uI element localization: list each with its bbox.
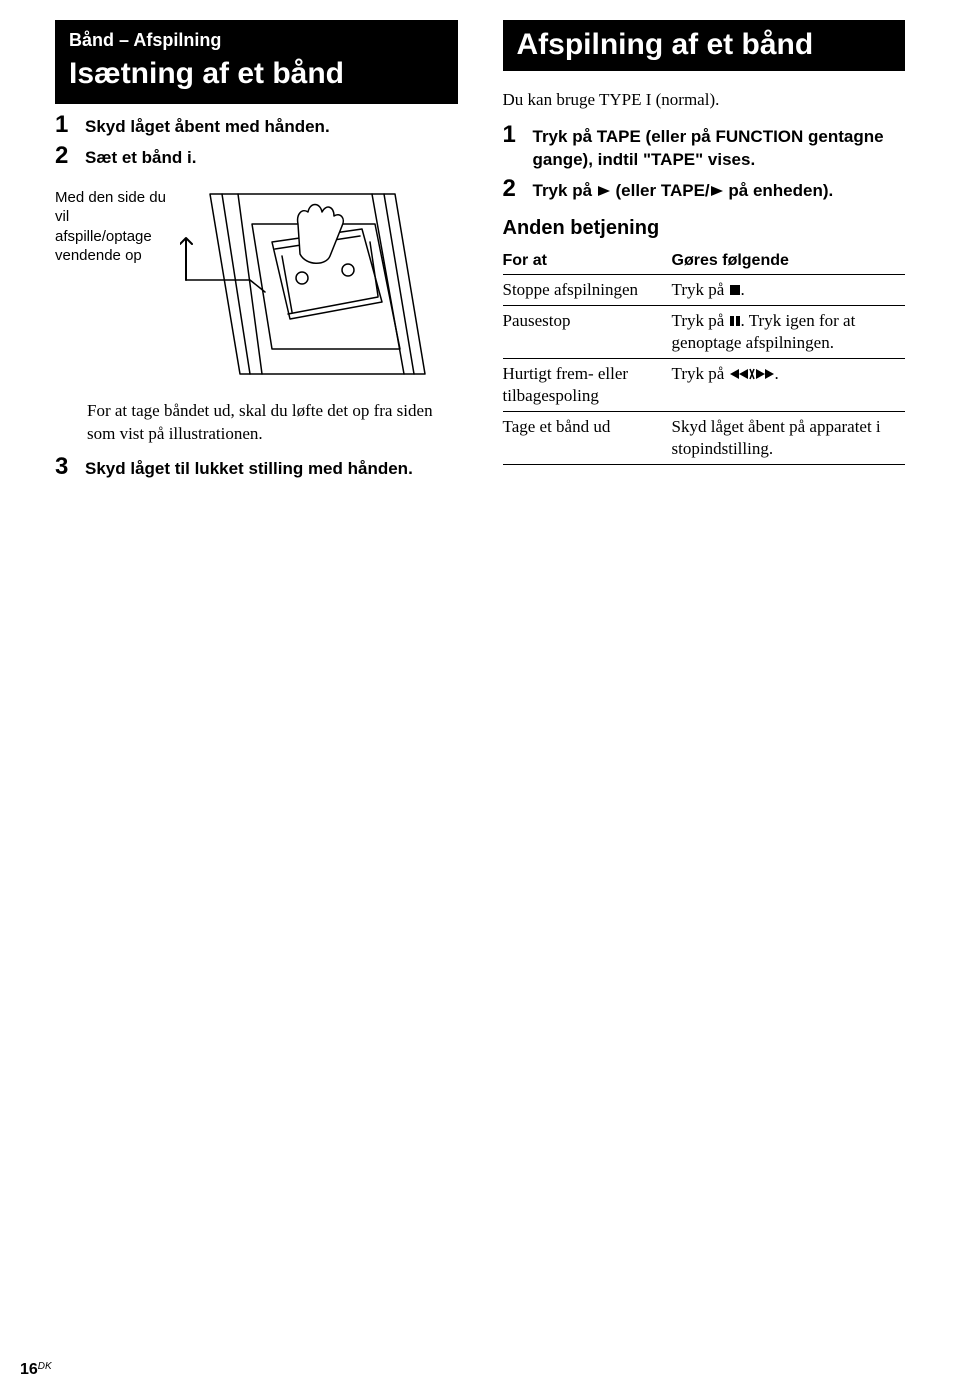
section-title-right: Afspilning af et bånd <box>503 20 906 71</box>
remove-note: For at tage båndet ud, skal du løfte det… <box>87 400 458 446</box>
table-row: Stoppe afspilningen Tryk på . <box>503 274 906 305</box>
step-text: Skyd låget åbent med hånden. <box>85 112 330 139</box>
step-text: Tryk på (eller TAPE/ på enheden). <box>533 176 834 203</box>
step-text: Tryk på TAPE (eller på FUNCTION gentagne… <box>533 122 906 172</box>
section-header-box: Bånd – Afspilning Isætning af et bånd <box>55 20 458 104</box>
cell-text: . <box>741 280 745 299</box>
table-cell: Tryk på . <box>672 359 905 412</box>
right-step-1: 1 Tryk på TAPE (eller på FUNCTION gentag… <box>503 122 906 172</box>
cassette-insert-illustration <box>180 184 430 384</box>
table-cell: Stoppe afspilningen <box>503 274 672 305</box>
table-cell: Tryk på . <box>672 274 905 305</box>
table-cell: Skyd låget åbent på apparatet i stopinds… <box>672 412 905 465</box>
cell-text: Tryk på <box>672 280 729 299</box>
step2-mid: (eller TAPE/ <box>611 181 710 200</box>
play-icon <box>710 185 724 197</box>
cell-text: Tryk på <box>672 364 729 383</box>
cell-text: . <box>775 364 779 383</box>
step-number: 3 <box>55 454 73 481</box>
pause-icon <box>729 315 741 327</box>
step-3: 3 Skyd låget til lukket stilling med hån… <box>55 454 458 481</box>
table-row: Tage et bånd ud Skyd låget åbent på appa… <box>503 412 906 465</box>
table-cell: Hurtigt frem- eller tilbagespoling <box>503 359 672 412</box>
stop-icon <box>729 284 741 296</box>
play-icon <box>597 185 611 197</box>
right-column: Afspilning af et bånd Du kan bruge TYPE … <box>503 20 906 485</box>
table-row: Hurtigt frem- eller tilbagespoling Tryk … <box>503 359 906 412</box>
right-step-2: 2 Tryk på (eller TAPE/ på enheden). <box>503 176 906 203</box>
diagram-row: Med den side du vil afspille/optage vend… <box>55 184 458 384</box>
page-number-value: 16 <box>20 1361 38 1378</box>
diagram-caption: Med den side du vil afspille/optage vend… <box>55 184 170 266</box>
table-cell: Tage et bånd ud <box>503 412 672 465</box>
page-lang: DK <box>38 1361 52 1372</box>
step-2: 2 Sæt et bånd i. <box>55 143 458 170</box>
step-number: 2 <box>503 176 521 203</box>
step2-suffix: på enheden). <box>724 181 834 200</box>
operations-table: For at Gøres følgende Stoppe afspilninge… <box>503 248 906 466</box>
table-header-2: Gøres følgende <box>672 248 905 275</box>
step2-prefix: Tryk på <box>533 181 597 200</box>
step-text: Skyd låget til lukket stilling med hånde… <box>85 454 413 481</box>
step-text: Sæt et bånd i. <box>85 143 196 170</box>
cell-text: Tryk på <box>672 311 729 330</box>
section-label: Bånd – Afspilning <box>69 30 444 51</box>
page-number: 16DK <box>20 1361 52 1379</box>
section-title-left: Isætning af et bånd <box>69 57 444 90</box>
rewind-fastforward-icon <box>729 368 775 380</box>
table-header-1: For at <box>503 248 672 275</box>
table-cell: Pausestop <box>503 305 672 358</box>
intro-text: Du kan bruge TYPE I (normal). <box>503 89 906 112</box>
step-number: 1 <box>55 112 73 139</box>
table-row: Pausestop Tryk på . Tryk igen for at gen… <box>503 305 906 358</box>
step-1: 1 Skyd låget åbent med hånden. <box>55 112 458 139</box>
table-cell: Tryk på . Tryk igen for at genoptage afs… <box>672 305 905 358</box>
left-column: Bånd – Afspilning Isætning af et bånd 1 … <box>55 20 458 485</box>
step-number: 2 <box>55 143 73 170</box>
step-number: 1 <box>503 122 521 172</box>
subheading: Anden betjening <box>503 217 906 240</box>
